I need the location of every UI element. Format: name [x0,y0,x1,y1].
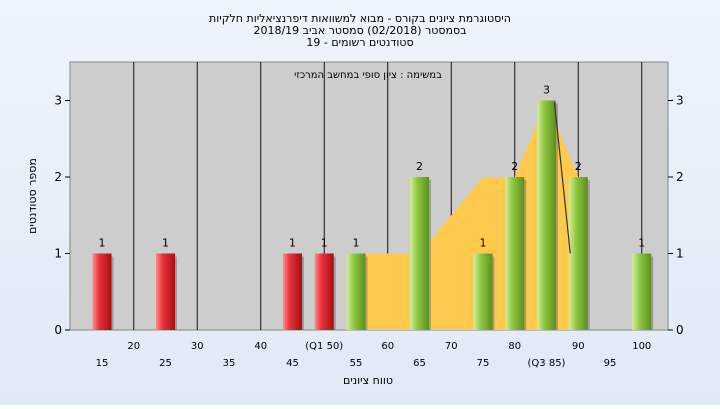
bar-value-label: 1 [353,237,360,250]
x-tick-label-bottom: 15 [96,358,109,369]
y-tick-label-left: 0 [54,323,62,337]
chart-title-line-3: סטודנטים רשומים - 19 [306,36,413,49]
bar [92,253,112,330]
bar [346,253,366,330]
bar-value-label: 2 [575,160,582,173]
x-tick-label-top: 100 [632,341,651,352]
x-tick-label-top: (Q1 50) [305,341,343,352]
trend-line [553,102,571,254]
x-axis-label: טווח ציונים [343,374,393,387]
bar-value-label: 1 [638,237,645,250]
x-tick-label-top: 20 [127,341,140,352]
bar [537,100,556,330]
bar [283,253,302,330]
x-tick-label-top: 90 [572,341,585,352]
bar [505,177,525,330]
x-tick-label-bottom: 45 [286,358,299,369]
y-tick-label-right: 3 [676,94,684,108]
bar-value-label: 2 [511,160,518,173]
x-tick-label-bottom: 35 [223,358,236,369]
y-tick-label-left: 1 [54,247,62,261]
bar-value-label: 3 [543,84,550,97]
y-tick-label-left: 3 [54,94,62,108]
bar [410,177,429,330]
x-tick-label-top: 60 [381,341,394,352]
inner-label: במשימה : ציון סופי במחשב המרכזי [294,70,442,81]
x-tick-label-bottom: 75 [477,358,490,369]
bar-value-label: 1 [99,237,106,250]
bar-value-label: 1 [289,237,296,250]
bar-value-label: 1 [321,237,328,250]
bar-value-label: 2 [416,160,423,173]
x-tick-label-bottom: 65 [413,358,426,369]
y-tick-label-right: 1 [676,247,684,261]
x-tick-label-top: 80 [508,341,521,352]
y-axis-left: 0 1 2 3 [54,94,70,337]
trend-line-segment [553,102,571,254]
bar-value-label: 1 [480,237,487,250]
bar [473,253,493,330]
x-tick-label-bottom: 55 [350,358,363,369]
bar-labels: 1 1 1 1 1 2 1 2 3 2 1 [99,84,646,250]
x-tick-label-top: 70 [445,341,458,352]
bar [632,253,652,330]
y-tick-label-right: 2 [676,170,684,184]
x-tick-label-top: 30 [191,341,204,352]
bar [156,253,175,330]
y-axis-label: מספר סטודנטים [26,158,39,234]
bar [314,253,334,330]
x-tick-label-bottom: (Q3 85) [528,358,566,369]
x-axis: 20 30 40 (Q1 50) 60 70 80 90 100 15 25 35 45 55 65 75 (Q… [96,341,652,369]
x-tick-label-bottom: 25 [159,358,172,369]
y-tick-label-left: 2 [54,170,62,184]
x-tick-label-top: 40 [254,341,267,352]
y-axis-right: 0 1 2 3 [668,94,684,337]
bar-value-label: 1 [162,237,169,250]
x-tick-label-bottom: 95 [604,358,617,369]
y-tick-label-right: 0 [676,323,684,337]
bars [92,100,654,330]
chart-title-line-2: בסמסטר (02/2018) סמסטר אביב 2018/19 [253,24,466,37]
bar [568,177,588,330]
chart-title-line-1: היסטוגרמת ציונים בקורס - מבוא למשוואות ד… [209,12,511,25]
